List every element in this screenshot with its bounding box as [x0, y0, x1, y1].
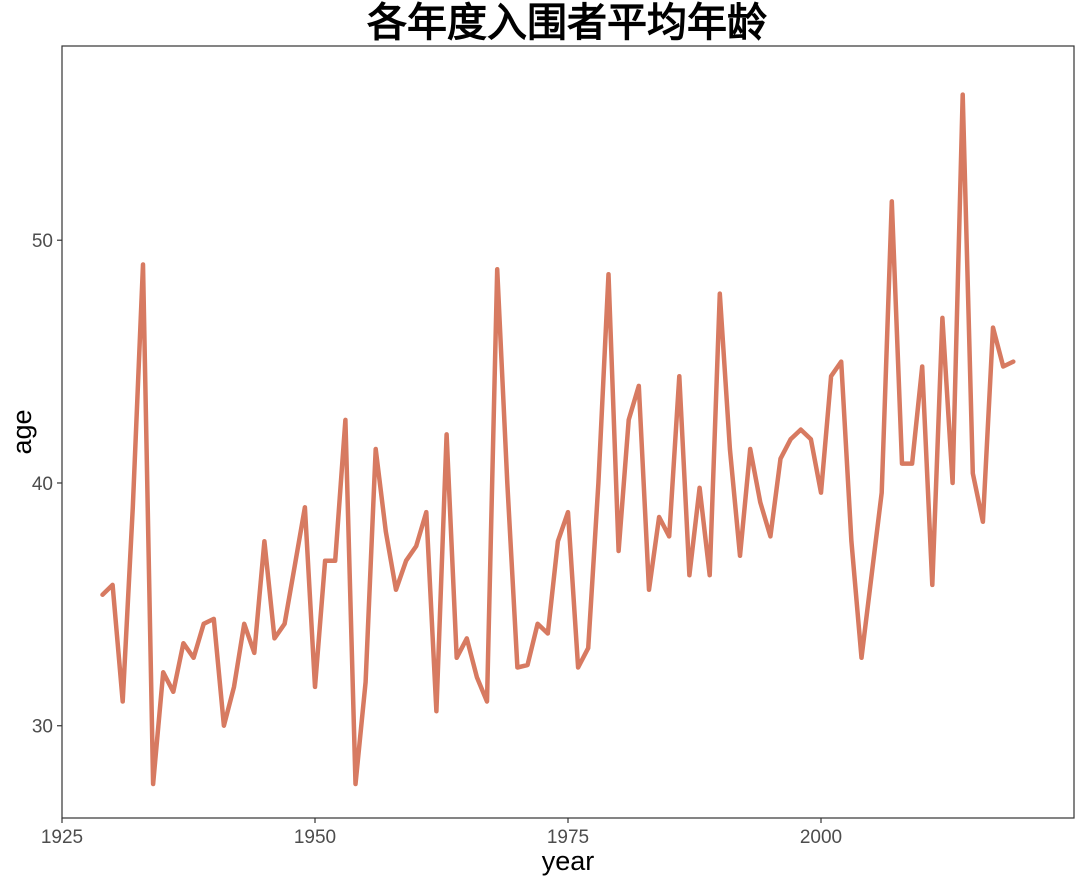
y-axis-title: age [7, 409, 37, 454]
x-axis: 1925 1950 1975 2000 [41, 818, 842, 848]
x-axis-title: year [542, 846, 595, 876]
x-tick-label: 1925 [41, 827, 83, 848]
series-layer [100, 92, 1016, 787]
x-tick-label: 1975 [547, 827, 589, 848]
chart-title: 各年度入围者平均年龄 [367, 0, 767, 46]
y-tick-label: 40 [32, 474, 53, 495]
x-tick-label: 2000 [800, 827, 842, 848]
x-tick-label: 1950 [294, 827, 336, 848]
series-line [100, 92, 1016, 787]
y-tick-label: 50 [32, 231, 53, 252]
y-tick-label: 30 [32, 717, 53, 738]
plot-panel [61, 45, 1075, 819]
y-axis: 30 40 50 [32, 231, 62, 738]
